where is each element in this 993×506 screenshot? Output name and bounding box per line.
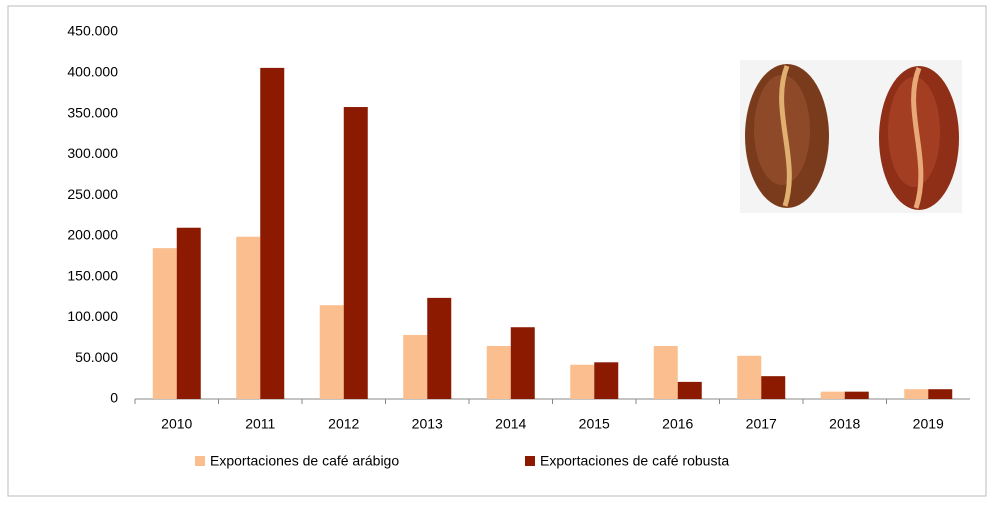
y-tick-label: 50.000 (75, 349, 118, 365)
bar (677, 381, 702, 399)
x-tick-label: 2013 (412, 416, 443, 432)
y-tick-label: 100.000 (67, 308, 118, 324)
y-tick-label: 450.000 (67, 23, 118, 39)
bar (761, 376, 786, 399)
y-tick-label: 400.000 (67, 63, 118, 79)
bar (343, 107, 368, 399)
legend-label: Exportaciones de café arábigo (210, 453, 399, 469)
y-tick-label: 200.000 (67, 227, 118, 243)
legend-label: Exportaciones de café robusta (540, 453, 729, 469)
bar (152, 248, 177, 399)
y-tick-label: 0 (110, 390, 118, 406)
y-tick-label: 150.000 (67, 267, 118, 283)
y-tick-label: 300.000 (67, 145, 118, 161)
legend-swatch (525, 456, 535, 466)
x-tick-label: 2012 (328, 416, 359, 432)
x-tick-label: 2014 (495, 416, 526, 432)
bar (653, 345, 678, 399)
bar (594, 362, 619, 399)
y-tick-label: 350.000 (67, 104, 118, 120)
x-tick-label: 2018 (829, 416, 860, 432)
bar (904, 389, 929, 399)
bar (928, 389, 953, 399)
bar (236, 236, 261, 399)
y-tick-label: 250.000 (67, 186, 118, 202)
x-tick-label: 2016 (662, 416, 693, 432)
bar (844, 391, 869, 399)
x-tick-label: 2015 (579, 416, 610, 432)
bar (176, 227, 201, 399)
bar (486, 345, 511, 399)
bar (570, 364, 595, 399)
bar (820, 391, 845, 399)
bar (319, 305, 344, 399)
bar (260, 67, 285, 399)
bar (403, 334, 428, 399)
bar (737, 355, 762, 399)
coffee-beans-image (740, 60, 962, 213)
bar (427, 297, 452, 399)
x-tick-label: 2017 (746, 416, 777, 432)
x-tick-label: 2010 (161, 416, 192, 432)
bar (510, 327, 535, 399)
x-tick-label: 2011 (245, 416, 275, 432)
x-tick-label: 2019 (913, 416, 944, 432)
legend-swatch (195, 456, 205, 466)
